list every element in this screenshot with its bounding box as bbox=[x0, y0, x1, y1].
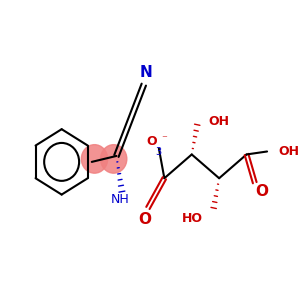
Text: N: N bbox=[140, 65, 152, 80]
Circle shape bbox=[81, 145, 108, 173]
Text: O: O bbox=[255, 184, 268, 199]
Circle shape bbox=[100, 145, 127, 173]
Text: ⁻: ⁻ bbox=[161, 134, 167, 144]
Text: HO: HO bbox=[182, 212, 203, 225]
Text: OH: OH bbox=[208, 115, 229, 128]
Text: O: O bbox=[147, 136, 157, 148]
Text: NH: NH bbox=[111, 193, 130, 206]
Text: 3: 3 bbox=[155, 147, 161, 157]
Text: OH: OH bbox=[278, 145, 299, 158]
Text: O: O bbox=[139, 212, 152, 227]
